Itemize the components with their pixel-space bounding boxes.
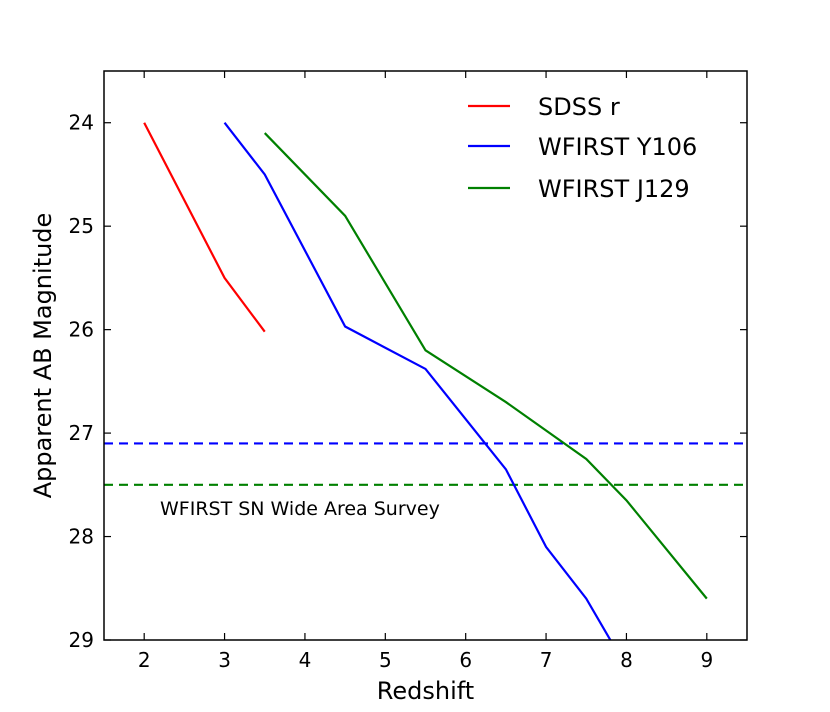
x-tick-label: 5 xyxy=(379,648,392,672)
x-tick-label: 8 xyxy=(620,648,633,672)
x-tick-label: 4 xyxy=(299,648,312,672)
axes-frame xyxy=(103,70,748,641)
y-tick-label: 24 xyxy=(69,111,94,135)
y-tick-label: 29 xyxy=(69,628,94,652)
legend-label-0: SDSS r xyxy=(538,93,620,121)
y-tick-label: 25 xyxy=(69,214,94,238)
legend: SDSS r WFIRST Y106 WFIRST J129 xyxy=(468,93,697,203)
reference-lines xyxy=(104,442,747,486)
x-tick-label: 2 xyxy=(138,648,151,672)
y-axis-label: Apparent AB Magnitude xyxy=(29,213,57,499)
series-line-1 xyxy=(223,122,612,640)
series-lines xyxy=(143,122,708,640)
y-tick-label: 26 xyxy=(69,318,94,342)
series-line-0 xyxy=(143,122,266,333)
y-tick-label: 28 xyxy=(69,525,94,549)
x-tick-label: 7 xyxy=(540,648,553,672)
x-tick-label: 6 xyxy=(459,648,472,672)
y-axis-ticks: 24 25 26 27 28 29 xyxy=(69,111,747,652)
survey-annotation: WFIRST SN Wide Area Survey xyxy=(160,498,440,520)
x-axis-label: Redshift xyxy=(377,677,474,705)
x-tick-label: 9 xyxy=(700,648,713,672)
legend-label-2: WFIRST J129 xyxy=(538,175,690,203)
series-line-2 xyxy=(263,132,708,600)
y-tick-label: 27 xyxy=(69,421,94,445)
legend-label-1: WFIRST Y106 xyxy=(538,133,697,161)
x-axis-ticks: 2 3 4 5 6 7 8 9 xyxy=(138,71,713,672)
x-tick-label: 3 xyxy=(218,648,231,672)
